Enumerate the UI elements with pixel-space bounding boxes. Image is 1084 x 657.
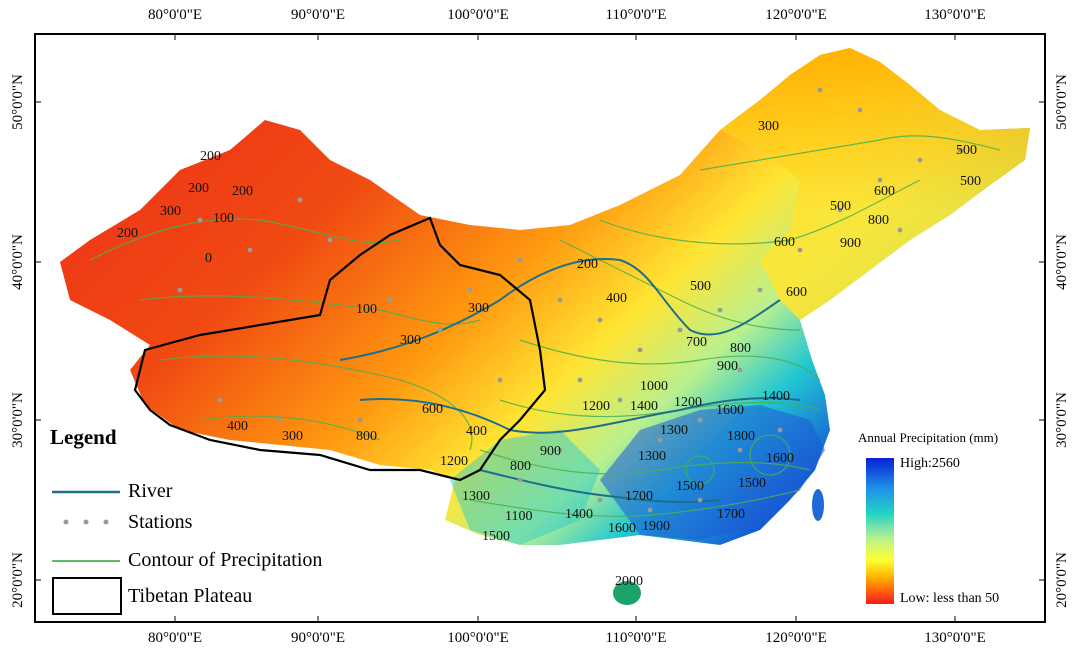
contour-label: 600	[774, 235, 795, 250]
tibetan-plateau-boundary	[133, 216, 547, 482]
contour-label: 300	[400, 333, 421, 348]
legend-label-stations: Stations	[128, 511, 193, 533]
top-lon-label-120: 120°0'0"E	[765, 7, 827, 23]
contour-label: 400	[227, 419, 248, 434]
left-lat-20: 20°0'0"N	[10, 552, 26, 608]
top-lon-label-80: 80°0'0"E	[148, 7, 202, 23]
contour-label: 300	[468, 301, 489, 316]
map-frame	[34, 33, 1046, 623]
contour-label: 300	[758, 119, 779, 134]
contour-label: 1600	[766, 451, 794, 466]
contour-label: 300	[160, 204, 181, 219]
contour-label: 1900	[642, 519, 670, 534]
contour-label: 400	[606, 291, 627, 306]
legend-label-contour: Contour of Precipitation	[128, 549, 323, 571]
contour-label: 1100	[505, 509, 532, 524]
contour-label: 700	[686, 335, 707, 350]
contour-label: 1600	[608, 521, 636, 536]
colorbar-title: Annual Precipitation (mm)	[858, 430, 999, 445]
contour-label: 1400	[762, 389, 790, 404]
contour-label: 900	[717, 359, 738, 374]
contour-label: 0	[205, 251, 212, 266]
contour-label: 200	[117, 226, 138, 241]
contour-label: 1700	[625, 489, 653, 504]
contour-label: 1200	[440, 454, 468, 469]
station-dots	[177, 87, 963, 513]
latitude-labels: 50°0'0"N 40°0'0"N 30°0'0"N 20°0'0"N 50°0…	[10, 74, 1070, 608]
top-lon-label-100: 100°0'0"E	[447, 7, 509, 23]
contour-label: 200	[200, 149, 221, 164]
left-lat-30: 30°0'0"N	[10, 392, 26, 448]
contour-label: 900	[840, 236, 861, 251]
legend-label-river: River	[128, 480, 173, 502]
contour-label: 800	[356, 429, 377, 444]
colorbar-ramp	[866, 458, 894, 604]
contour-label: 1500	[482, 529, 510, 544]
top-lon-label-110: 110°0'0"E	[605, 7, 667, 23]
contour-label: 500	[830, 199, 851, 214]
top-lon-label-130: 130°0'0"E	[924, 7, 986, 23]
contour-label: 1700	[717, 507, 745, 522]
contour-label: 200	[188, 181, 209, 196]
contour-label: 2000	[615, 574, 643, 589]
top-lon-label-90: 90°0'0"E	[291, 7, 345, 23]
pearl-river	[479, 469, 721, 504]
contour-label: 1800	[727, 429, 755, 444]
contour-label: 100	[356, 302, 377, 317]
southeast-wet-zone	[600, 405, 825, 540]
left-lat-50: 50°0'0"N	[10, 74, 26, 130]
bottom-lon-label-90: 90°0'0"E	[291, 630, 345, 646]
contour-label: 1400	[565, 507, 593, 522]
right-lat-40: 40°0'0"N	[1054, 234, 1070, 290]
northeast-surface	[720, 48, 1030, 320]
contour-label: 800	[730, 341, 751, 356]
colorbar-high-label: High:2560	[900, 456, 960, 471]
contour-label: 100	[213, 211, 234, 226]
stations-symbol	[63, 519, 109, 525]
contour-label: 600	[422, 402, 443, 417]
contour-label: 1300	[462, 489, 490, 504]
contour-labels: 200 200 200 300 100 200 0 100 300 300 40…	[117, 119, 981, 589]
contour-label: 600	[874, 184, 895, 199]
contour-label: 1000	[640, 379, 668, 394]
bottom-lon-label-80: 80°0'0"E	[148, 630, 202, 646]
right-lat-50: 50°0'0"N	[1054, 74, 1070, 130]
contour-label: 500	[690, 279, 711, 294]
contour-label: 500	[956, 143, 977, 158]
right-lat-20: 20°0'0"N	[1054, 552, 1070, 608]
contour-label: 900	[540, 444, 561, 459]
contour-label: 200	[232, 184, 253, 199]
contour-label: 500	[960, 174, 981, 189]
bottom-lon-label-110: 110°0'0"E	[605, 630, 667, 646]
contour-label: 800	[510, 459, 531, 474]
graticule-ticks	[35, 34, 1045, 622]
contour-label: 600	[786, 285, 807, 300]
contour-label: 1500	[738, 476, 766, 491]
colorbar-low-label: Low: less than 50	[900, 591, 1000, 606]
legend-label-tibetan-plateau: Tibetan Plateau	[128, 585, 253, 607]
bottom-lon-label-120: 120°0'0"E	[765, 630, 827, 646]
contour-label: 1400	[630, 399, 658, 414]
contour-label: 300	[282, 429, 303, 444]
taiwan-island	[812, 489, 824, 521]
left-lat-40: 40°0'0"N	[10, 234, 26, 290]
contour-label: 400	[466, 424, 487, 439]
contour-label: 800	[868, 213, 889, 228]
contour-label: 1300	[660, 423, 688, 438]
contour-label: 1200	[674, 395, 702, 410]
bottom-lon-label-130: 130°0'0"E	[924, 630, 986, 646]
contour-label: 1200	[582, 399, 610, 414]
yangtze-river	[359, 397, 801, 434]
plateau-symbol	[52, 577, 122, 615]
hainan-island	[613, 581, 641, 605]
contour-label: 200	[577, 257, 598, 272]
right-lat-30: 30°0'0"N	[1054, 392, 1070, 448]
contour-label: 1600	[716, 403, 744, 418]
contour-label: 1500	[676, 479, 704, 494]
contour-label: 1300	[638, 449, 666, 464]
precipitation-contours	[89, 135, 1001, 517]
legend-title: Legend	[50, 425, 117, 449]
bottom-lon-label-100: 100°0'0"E	[447, 630, 509, 646]
